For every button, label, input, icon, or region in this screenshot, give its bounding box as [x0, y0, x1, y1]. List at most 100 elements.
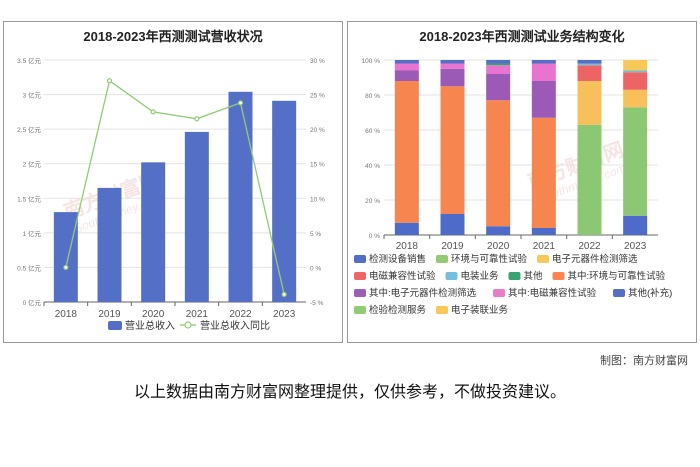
revenue-chart-title: 2018-2023年西测测试营收状况	[83, 29, 263, 44]
stacked-segment	[531, 117, 556, 228]
stacked-segment	[486, 100, 511, 227]
stacked-segment	[623, 72, 648, 90]
left-tick-label: 3 亿元	[23, 91, 42, 100]
bar-revenue	[272, 100, 297, 303]
legend-swatch	[613, 289, 625, 297]
left-tick-label: 1.5 亿元	[17, 194, 41, 203]
legend-swatch	[508, 272, 521, 280]
stacked-segment	[577, 65, 602, 81]
legend-swatch	[436, 255, 448, 263]
left-tick-label: 1 亿元	[23, 229, 42, 238]
legend-label: 检验检测服务	[369, 304, 427, 316]
stacked-segment	[531, 228, 556, 235]
x-tick-label: 2022	[229, 309, 252, 320]
bar-revenue	[141, 162, 166, 302]
x-tick-label: 2022	[578, 241, 601, 252]
disclaimer-text: 以上数据由南方财富网整理提供，仅供参考，不做投资建议。	[133, 384, 566, 401]
stacked-segment	[394, 81, 419, 223]
x-tick-label: 2023	[273, 309, 296, 320]
left-tick-label: 0.5 亿元	[17, 263, 41, 272]
legend-label: 其中:电子元器件检测筛选	[369, 287, 477, 299]
legend-label-yoy: 营业总收入同比	[200, 319, 270, 332]
stacked-segment	[623, 89, 648, 108]
stacked-segment	[623, 60, 648, 71]
structure-chart: 南方财富网Southmoney.com0 %20 %40 %60 %80 %10…	[354, 58, 672, 316]
legend-swatch	[537, 255, 549, 263]
bar-revenue	[228, 91, 253, 302]
right-tick-label: 10 %	[310, 196, 325, 203]
bar-revenue	[97, 187, 122, 302]
x-tick-label: 2021	[533, 241, 556, 252]
legend-label: 其他	[524, 270, 544, 282]
stacked-segment	[531, 60, 556, 64]
stacked-segment	[486, 63, 511, 66]
stacked-segment	[623, 107, 648, 216]
bar-revenue	[184, 131, 209, 302]
stacked-segment	[531, 81, 556, 118]
stacked-segment	[486, 226, 511, 235]
structure-chart-panel: 2018-2023年西测测试业务结构变化 南方财富网Southmoney.com…	[347, 21, 697, 343]
legend-swatch	[436, 306, 448, 314]
right-tick-label: 5 %	[310, 231, 321, 238]
right-tick-label: 30 %	[310, 58, 325, 65]
legend-label: 其中:电磁兼容性试验	[508, 287, 597, 299]
right-tick-label: 20 %	[310, 127, 325, 134]
legend-label: 环境与可靠性试验	[451, 253, 528, 265]
right-tick-label: -5 %	[310, 300, 324, 307]
legend-label: 其他(补充)	[628, 287, 672, 299]
point-revenue-yoy	[150, 109, 156, 115]
stacked-segment	[440, 214, 465, 235]
legend-swatch	[354, 306, 366, 314]
stacked-segment	[394, 70, 419, 81]
legend-label: 检测设备销售	[369, 253, 426, 265]
x-tick-label: 2018	[55, 309, 78, 320]
point-revenue-yoy	[237, 100, 244, 106]
stacked-segment	[394, 222, 419, 235]
point-revenue-yoy	[63, 264, 69, 271]
legend-swatch	[445, 272, 458, 280]
structure-chart-title: 2018-2023年西测测试业务结构变化	[419, 29, 625, 44]
stacked-segment	[440, 63, 465, 69]
stacked-segment	[577, 60, 602, 64]
legend-label: 其中:环境与可靠性试验	[568, 270, 666, 282]
bar-revenue	[53, 212, 78, 302]
x-tick-label: 2019	[98, 309, 121, 320]
y-tick-label: 60 %	[365, 128, 380, 135]
point-revenue-yoy	[194, 116, 200, 122]
line-revenue-yoy	[65, 79, 285, 295]
legend-marker-yoy	[184, 321, 192, 329]
left-tick-label: 3.5 亿元	[17, 56, 41, 65]
chart-credit: 制图：南方财富网	[600, 355, 688, 367]
x-tick-label: 2019	[441, 241, 464, 252]
legend-label: 电磁兼容性试验	[369, 270, 436, 282]
y-tick-label: 100 %	[362, 58, 381, 65]
legend-label: 电子元器件检测筛选	[552, 253, 638, 265]
left-tick-label: 2 亿元	[23, 160, 42, 169]
legend-label: 电装业务	[461, 270, 500, 282]
revenue-chart-panel: 2018-2023年西测测试营收状况 南方财富网Southmoney.com0 …	[3, 21, 343, 343]
x-tick-label: 2021	[186, 309, 209, 320]
stacked-segment	[486, 74, 511, 101]
x-tick-label: 2020	[487, 241, 510, 252]
stacked-segment	[486, 65, 511, 74]
stacked-segment	[440, 86, 465, 214]
x-tick-label: 2018	[396, 241, 419, 252]
point-revenue-yoy	[106, 78, 113, 84]
legend-swatch	[354, 289, 366, 297]
legend-swatch	[354, 272, 366, 280]
x-tick-label: 2023	[624, 241, 647, 252]
left-tick-label: 2.5 亿元	[17, 125, 41, 134]
stacked-segment	[577, 124, 602, 235]
legend-swatch	[354, 255, 366, 263]
y-tick-label: 80 %	[365, 93, 380, 100]
stacked-segment	[577, 63, 602, 66]
right-tick-label: 25 %	[310, 93, 325, 100]
y-tick-label: 0 %	[369, 233, 380, 240]
left-tick-label: 0 亿元	[23, 298, 42, 307]
legend-swatch	[552, 272, 565, 280]
stacked-segment	[531, 63, 556, 81]
right-tick-label: 15 %	[310, 162, 325, 169]
stacked-segment	[394, 63, 419, 71]
stacked-segment	[623, 215, 648, 235]
legend-swatch-revenue	[108, 321, 122, 330]
